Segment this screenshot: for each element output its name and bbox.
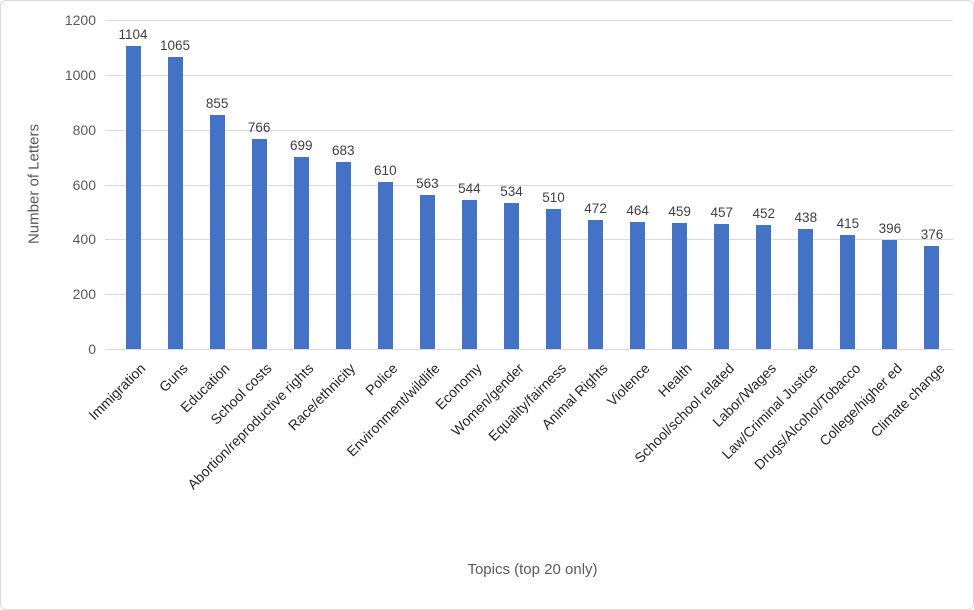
bar-value-label: 563 (416, 175, 439, 191)
bar-value-label: 683 (332, 142, 355, 158)
gridline (105, 74, 953, 76)
y-tick-label: 0 (88, 341, 96, 357)
bar-value-label: 699 (289, 138, 313, 154)
bar (798, 228, 814, 349)
bar-value-label: 438 (794, 209, 818, 225)
bar-value-label: 510 (542, 190, 565, 206)
bar (377, 181, 393, 349)
bar-value-label: 376 (920, 226, 944, 242)
gridline (105, 129, 953, 131)
bar (924, 245, 940, 349)
bar-value-label: 472 (584, 200, 607, 216)
y-tick-label: 400 (72, 231, 96, 248)
bar-value-label: 766 (247, 120, 271, 135)
bar (419, 194, 435, 349)
bar (251, 139, 267, 349)
bar-value-label: 396 (878, 221, 902, 237)
gridline (105, 294, 953, 296)
gridline (105, 20, 953, 21)
category-label: Immigration (85, 360, 149, 424)
bar (546, 209, 562, 349)
bar (672, 223, 688, 349)
bar-value-label: 610 (374, 162, 397, 178)
y-tick-label: 1000 (64, 66, 96, 83)
y-tick-label: 800 (72, 121, 96, 138)
bar (714, 223, 730, 349)
x-axis-title: Topics (top 20 only) (467, 561, 598, 578)
category-label: Climate change (867, 360, 948, 441)
y-tick-label: 200 (72, 286, 96, 303)
bar-value-label: 459 (668, 204, 691, 220)
bar (335, 161, 351, 349)
bar (209, 114, 225, 349)
y-tick-label: 600 (72, 176, 96, 193)
bar-value-label: 415 (836, 216, 860, 232)
category-label: Guns (155, 360, 191, 395)
x-axis-category-labels: Immigration Guns Education School costs Abor… (85, 357, 953, 557)
gridline (105, 349, 953, 350)
bar (882, 240, 898, 349)
plot-area: 1104 1065 855 766 699 683 610 563 544 534 510 472 46… (105, 20, 953, 350)
bar (503, 202, 519, 349)
bar-value-label: 1104 (118, 27, 148, 43)
bar (756, 225, 772, 349)
category-label: Health (655, 360, 696, 400)
bar (630, 221, 646, 349)
bar (125, 46, 141, 349)
bar-value-label: 1065 (160, 38, 191, 54)
bar (293, 157, 309, 349)
y-tick-label: 1200 (64, 12, 96, 28)
bar (167, 57, 183, 349)
gridline (105, 184, 953, 186)
gridline (105, 239, 953, 241)
bar-value-label: 452 (752, 206, 776, 222)
bar (461, 199, 477, 349)
category-label: Police (362, 360, 401, 399)
bar-value-label: 544 (458, 180, 481, 196)
bar (840, 235, 856, 349)
bar-value-label: 464 (626, 202, 649, 218)
bar-value-label: 855 (205, 95, 229, 111)
bar-value-label: 534 (500, 183, 523, 199)
bar-value-label: 457 (710, 204, 733, 220)
bar (588, 219, 604, 349)
category-label: Violence (603, 360, 653, 410)
